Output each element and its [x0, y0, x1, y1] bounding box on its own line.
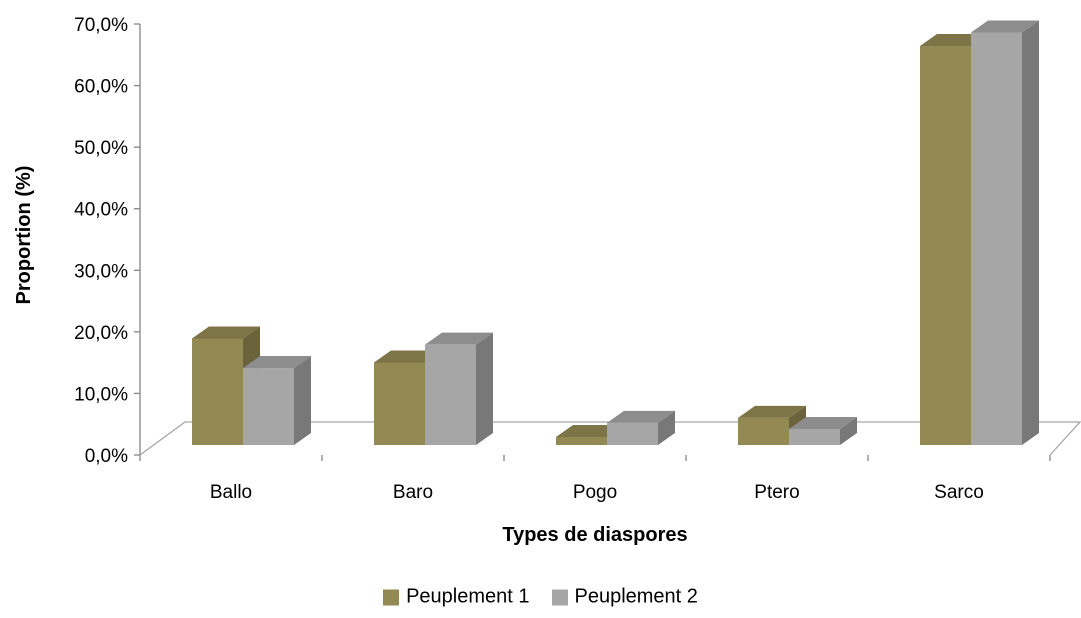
- bar-front: [425, 344, 476, 445]
- y-tick-label: 0,0%: [85, 446, 128, 467]
- bar-side: [294, 356, 311, 445]
- legend-item-series-1: Peuplement 1: [383, 585, 530, 609]
- x-tick-label: Sarco: [934, 482, 984, 503]
- legend-swatch-series-2: [551, 589, 568, 605]
- bar-front: [243, 368, 294, 445]
- bar-top: [789, 416, 857, 429]
- bar-top: [192, 326, 260, 339]
- bar-top: [738, 405, 806, 418]
- y-tick-labels: 0,0% 10,0% 20,0% 30,0% 40,0% 50,0% 60,0% 70,0%: [74, 15, 140, 467]
- bar-pogo-series-2: [607, 410, 675, 445]
- bar-top: [425, 332, 493, 345]
- bar-top: [607, 410, 675, 423]
- y-tick-label: 70,0%: [74, 15, 128, 36]
- bar-side: [840, 416, 857, 445]
- x-tick-labels: Ballo Baro Pogo Ptero Sarco: [210, 482, 984, 503]
- y-tick-label: 50,0%: [74, 138, 128, 159]
- y-axis-title: Proportion (%): [13, 166, 35, 305]
- bar-ballo-series-1: [192, 326, 260, 445]
- y-tick-label: 30,0%: [74, 261, 128, 282]
- bar-front: [374, 362, 425, 445]
- x-tick-label: Baro: [393, 482, 433, 503]
- bar-sarco-series-2: [971, 20, 1039, 445]
- bar-front: [738, 417, 789, 445]
- bar-front: [971, 32, 1022, 445]
- bar-front: [920, 46, 971, 445]
- legend-swatch-series-1: [383, 589, 400, 605]
- bar-side: [476, 332, 493, 445]
- legend-label-series-1: Peuplement 1: [406, 585, 530, 608]
- legend: Peuplement 1 Peuplement 2: [0, 586, 1081, 609]
- x-tick-label: Pogo: [573, 482, 617, 503]
- legend-label-series-2: Peuplement 2: [574, 585, 698, 608]
- bar-ballo-series-2: [243, 356, 311, 445]
- bar-side: [1022, 20, 1039, 445]
- legend-item-series-2: Peuplement 2: [551, 585, 698, 609]
- y-tick-label: 60,0%: [74, 77, 128, 98]
- y-tick-label: 10,0%: [74, 384, 128, 405]
- bar-front: [789, 428, 840, 445]
- y-tick-label: 20,0%: [74, 323, 128, 344]
- x-axis-title: Types de diaspores: [502, 524, 687, 546]
- bar-top: [243, 356, 311, 369]
- bar-front: [192, 338, 243, 445]
- y-tick-label: 40,0%: [74, 200, 128, 221]
- bar-front: [607, 422, 658, 445]
- x-tick-label: Ballo: [210, 482, 252, 503]
- bar-ptero-series-2: [789, 416, 857, 445]
- bar-baro-series-2: [425, 332, 493, 445]
- x-tick-label: Ptero: [754, 482, 799, 503]
- axes: [139, 24, 1051, 461]
- bar-front: [556, 436, 607, 445]
- bars: [192, 20, 1039, 445]
- bar-top: [971, 20, 1039, 33]
- bar-side: [658, 410, 675, 445]
